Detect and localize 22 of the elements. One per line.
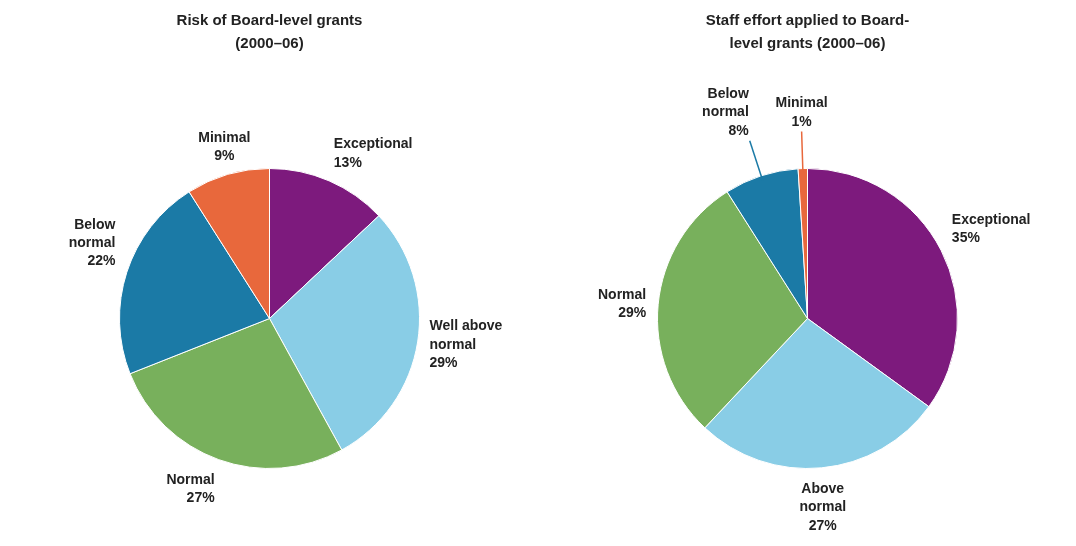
data-label: 35% (951, 228, 981, 245)
data-label: 27% (186, 489, 216, 506)
slice-label: Exceptional (951, 210, 1031, 227)
data-label: 9% (214, 146, 235, 163)
slice-label: Exceptional (333, 135, 413, 152)
data-label: 29% (429, 354, 459, 371)
slice-label: Minimal (198, 128, 251, 145)
slice-label: Normal (597, 286, 647, 303)
slice-label: Below normal (702, 85, 749, 120)
slice-label: Below normal (68, 215, 116, 251)
data-label: 13% (333, 153, 363, 170)
slice-label: Well above normal (429, 317, 503, 352)
slice-label: Minimal (775, 94, 828, 111)
chart-title: Staff effort applied to Board- level grants (2000–06) (705, 10, 910, 52)
slice-label: Normal (166, 470, 215, 487)
data-label: 1% (791, 112, 813, 129)
chart-title: Risk of Board-level grants (2000–06) (176, 10, 363, 52)
data-label: 29% (618, 304, 647, 321)
data-label: 22% (87, 252, 116, 269)
data-label: 27% (808, 516, 838, 533)
slice-label: Above normal (799, 479, 847, 515)
data-label: 8% (728, 121, 750, 138)
